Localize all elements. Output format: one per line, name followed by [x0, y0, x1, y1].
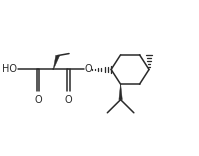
Text: O: O	[65, 95, 72, 105]
Text: HO: HO	[2, 64, 17, 75]
Polygon shape	[53, 55, 60, 70]
Text: O: O	[84, 64, 92, 74]
Text: O: O	[34, 95, 42, 105]
Polygon shape	[119, 84, 122, 100]
